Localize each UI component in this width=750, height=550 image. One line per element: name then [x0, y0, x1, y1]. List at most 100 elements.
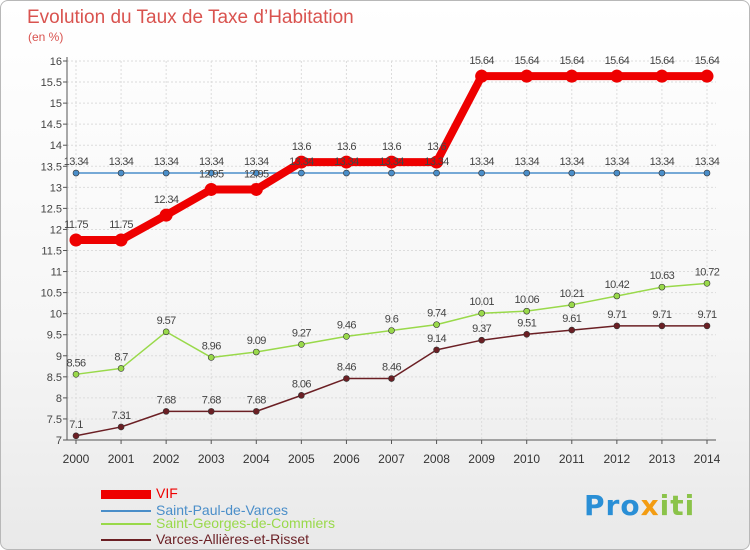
data-label: 8.06 [292, 378, 311, 390]
data-point-vif [204, 182, 218, 196]
data-label: 9.71 [607, 309, 626, 321]
data-label: 13.34 [334, 156, 359, 168]
data-point-vif [520, 69, 534, 83]
data-label: 12.34 [154, 194, 179, 206]
data-point-3 [343, 375, 350, 382]
data-point-1 [658, 169, 666, 177]
data-label: 7.31 [112, 410, 131, 422]
y-tick-label: 9.5 [47, 330, 62, 342]
x-tick-label: 2003 [198, 452, 225, 466]
data-label: 15.64 [650, 55, 675, 67]
data-point-1 [298, 169, 305, 177]
data-point-1 [433, 169, 440, 177]
y-tick-label: 15.5 [41, 77, 62, 89]
legend-swatch-varces-allieres-et-risset [101, 539, 151, 541]
legend-swatch-saint-georges-de-commiers [101, 523, 151, 525]
data-point-vif [655, 69, 669, 83]
data-point-3 [568, 326, 576, 334]
logo-part-2: x [640, 489, 660, 522]
data-point-3 [162, 408, 170, 415]
data-label: 13.6 [337, 141, 356, 153]
x-tick-label: 2010 [513, 452, 540, 466]
data-label: 9.57 [157, 315, 176, 327]
data-point-2 [433, 321, 440, 328]
data-label: 9.61 [562, 313, 581, 325]
data-point-2 [523, 307, 531, 315]
data-label: 9.46 [337, 319, 356, 331]
y-tick-label: 8.5 [47, 372, 62, 384]
chart-title: Evolution du Taux de Taxe d’Habitation [27, 7, 354, 28]
data-label: 13.34 [199, 156, 224, 168]
data-point-3 [388, 375, 395, 382]
data-point-3 [433, 346, 440, 354]
data-label: 10.42 [605, 279, 630, 291]
proxiti-logo: Proxiti [584, 489, 695, 522]
data-point-1 [613, 169, 621, 177]
data-label: 13.34 [695, 156, 720, 168]
x-tick-label: 2012 [604, 452, 631, 466]
data-point-vif [114, 233, 128, 247]
data-point-vif [565, 69, 579, 83]
x-tick-label: 2004 [243, 452, 270, 466]
data-label: 9.74 [427, 308, 446, 320]
data-label: 13.34 [244, 156, 269, 168]
y-tick-label: 10 [50, 309, 62, 321]
data-label: 8.46 [337, 362, 356, 374]
legend-item-saint-georges-de-commiers: Saint-Georges-de-Commiers [101, 515, 501, 532]
data-label: 13.34 [154, 156, 179, 168]
data-label: 13.34 [605, 156, 630, 168]
data-point-2 [658, 283, 666, 291]
data-point-1 [568, 169, 576, 177]
y-tick-label: 10.5 [41, 288, 62, 300]
data-label: 15.64 [695, 55, 720, 67]
data-point-1 [703, 169, 711, 177]
data-point-1 [388, 169, 395, 177]
data-label: 7.1 [69, 419, 83, 431]
legend-item-saint-paul-de-varces: Saint-Paul-de-Varces [101, 502, 501, 519]
data-point-1 [252, 169, 260, 177]
x-tick-label: 2002 [153, 452, 180, 466]
data-label: 13.34 [650, 156, 675, 168]
data-point-2 [298, 341, 305, 348]
data-label: 7.68 [157, 394, 176, 406]
legend-label-saint-georges-de-commiers: Saint-Georges-de-Commiers [156, 515, 335, 531]
data-point-vif [430, 155, 444, 169]
data-point-1 [117, 169, 125, 177]
legend-item-vif: VIF [101, 485, 501, 502]
x-tick-label: 2011 [559, 452, 585, 466]
data-label: 9.71 [652, 309, 671, 321]
x-tick-label: 2000 [63, 452, 90, 466]
data-point-1 [72, 169, 80, 177]
data-point-2 [252, 348, 260, 356]
x-tick-label: 2001 [108, 452, 135, 466]
data-point-2 [207, 354, 215, 361]
data-point-3 [613, 322, 621, 330]
data-point-2 [703, 280, 711, 287]
y-tick-label: 7.5 [47, 414, 62, 426]
legend: VIF Saint-Paul-de-Varces Saint-Georges-d… [101, 484, 501, 549]
y-tick-label: 14 [50, 140, 62, 152]
data-point-3 [298, 392, 305, 399]
data-point-vif [339, 155, 353, 169]
data-point-3 [703, 322, 711, 330]
logo-part-3: iti [659, 489, 696, 522]
data-point-3 [658, 322, 666, 330]
data-label: 10.21 [560, 288, 585, 300]
data-point-vif [700, 69, 714, 83]
data-point-3 [72, 432, 80, 440]
data-label: 13.34 [514, 156, 539, 168]
data-label: 9.09 [247, 335, 266, 347]
data-point-vif [69, 233, 83, 247]
y-tick-label: 14.5 [41, 119, 62, 131]
data-point-3 [523, 331, 531, 338]
data-point-1 [478, 169, 485, 177]
data-label: 8.46 [382, 362, 401, 374]
data-label: 9.37 [472, 323, 491, 335]
x-tick-label: 2014 [694, 452, 721, 466]
data-label: 11.75 [109, 219, 133, 231]
data-point-2 [117, 365, 125, 372]
data-label: 9.71 [697, 309, 716, 321]
data-point-3 [207, 408, 215, 415]
legend-item-varces-allieres-et-risset: Varces-Allières-et-Risset [101, 531, 501, 548]
